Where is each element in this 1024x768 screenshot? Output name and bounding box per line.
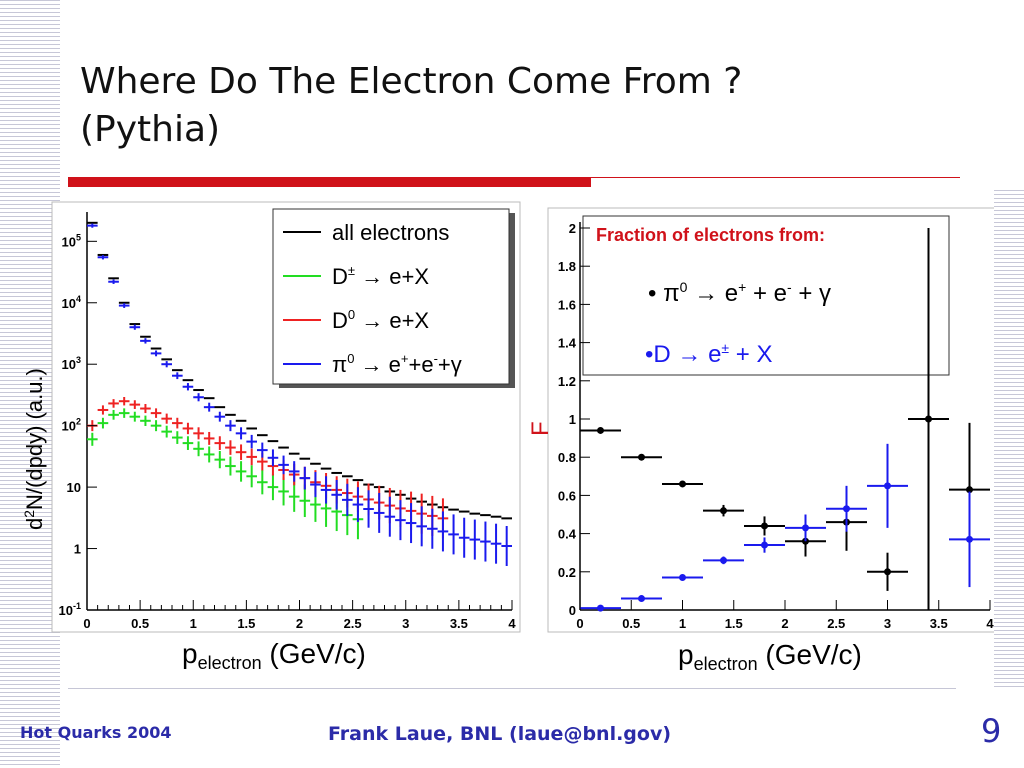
y-tick-label: 1.4 [558, 336, 577, 351]
data-point [597, 604, 604, 612]
x-tick-label: 0 [83, 616, 90, 631]
y-tick-label: 0.2 [558, 565, 576, 580]
x-tick-label: 1.5 [237, 616, 255, 631]
spectrum-legend-items: all electrons D± → e+X D0 → e+X π0 → e++e-+… [283, 220, 462, 377]
spectrum-points [87, 221, 512, 567]
y-tick-label: 1 [569, 412, 576, 427]
fraction-x-ticks: 0 0.5 1 1.5 2 2.5 3 3.5 4 [576, 600, 994, 631]
spectrum-ylabel: d2N/(dpdy) (a.u.) [21, 368, 47, 530]
data-point [679, 574, 686, 582]
accent-bar [68, 177, 591, 187]
data-point [761, 522, 768, 530]
spectrum-x-ticks: 0 0.5 1 1.5 2 2.5 3 3.5 4 [83, 600, 516, 631]
footer-conference: Hot Quarks 2004 [20, 723, 172, 742]
data-point [638, 595, 645, 603]
fraction-xlabel: pelectron (GeV/c) [678, 639, 862, 674]
fraction-y-ticks: 0 0.2 0.4 0.6 0.8 1 1.2 1.4 1.6 1.8 2 [558, 221, 590, 618]
data-point [884, 482, 891, 490]
fraction-legend [582, 215, 950, 376]
x-tick-label: 1 [190, 616, 197, 631]
data-point [843, 505, 850, 513]
x-tick-label: 2 [296, 616, 303, 631]
legend-label: all electrons [332, 220, 449, 245]
slide-title-line2: (Pythia) [80, 109, 221, 150]
spectrum-legend [272, 208, 510, 385]
data-point [966, 535, 973, 543]
y-tick-label: 10 [67, 480, 81, 495]
x-tick-label: 3.5 [450, 616, 468, 631]
footer-author: Frank Laue, BNL (laue@bnl.gov) [328, 723, 672, 745]
decorative-stripe-left [0, 0, 60, 768]
x-tick-label: 4 [986, 616, 994, 631]
electron-fraction-chart: Fraction of electrons from: • π0 → e+ + … [530, 207, 994, 674]
data-point [761, 541, 768, 549]
y-tick-label: 1.6 [558, 297, 576, 312]
slide-title-line1: Where Do The Electron Come From ? [80, 61, 743, 102]
fraction-legend-title: Fraction of electrons from: [596, 225, 825, 245]
y-tick-label: 2 [569, 221, 576, 236]
fraction-points [580, 228, 990, 612]
x-tick-label: 2.5 [344, 616, 362, 631]
x-tick-label: 1 [679, 616, 686, 631]
x-tick-label: 2 [781, 616, 788, 631]
y-tick-label: 1.8 [558, 259, 576, 274]
data-point [925, 415, 932, 423]
data-point [597, 426, 604, 434]
data-point [966, 486, 973, 494]
x-tick-label: 3 [402, 616, 409, 631]
y-tick-label: 1 [74, 542, 81, 557]
y-tick-label: 0.6 [558, 488, 576, 503]
data-point [802, 524, 809, 532]
legend-label: π0 → e++e-+γ [332, 351, 462, 377]
data-point [679, 480, 686, 488]
x-tick-label: 3.5 [930, 616, 948, 631]
y-tick-label: 0 [569, 603, 576, 618]
x-tick-label: 3 [884, 616, 891, 631]
legend-label: D± → e+X [332, 263, 429, 289]
fraction-ylabel: F [530, 421, 554, 436]
y-tick-label: 1.2 [558, 374, 576, 389]
data-point [638, 453, 645, 461]
decorative-stripe-right [994, 190, 1024, 690]
x-tick-label: 0.5 [622, 616, 640, 631]
data-point [720, 507, 727, 515]
y-tick-label: 0.4 [558, 527, 577, 542]
series-3 [87, 223, 512, 567]
x-tick-label: 0 [576, 616, 583, 631]
x-tick-label: 1.5 [725, 616, 743, 631]
x-tick-label: 0.5 [131, 616, 149, 631]
y-tick-label: 0.8 [558, 450, 576, 465]
data-point [884, 568, 891, 576]
data-point [720, 556, 727, 564]
page-number: 9 [981, 712, 1002, 750]
accent-line [591, 177, 960, 178]
slide-title: Where Do The Electron Come From ? (Pythi… [80, 58, 980, 154]
x-tick-label: 4 [508, 616, 516, 631]
legend-d-text: •D → e± + X [645, 340, 772, 368]
spectrum-xlabel: pelectron (GeV/c) [182, 638, 366, 673]
x-tick-label: 2.5 [827, 616, 845, 631]
legend-label: D0 → e+X [332, 307, 429, 333]
footer-rule [68, 688, 956, 689]
fraction-series-1 [580, 443, 990, 612]
